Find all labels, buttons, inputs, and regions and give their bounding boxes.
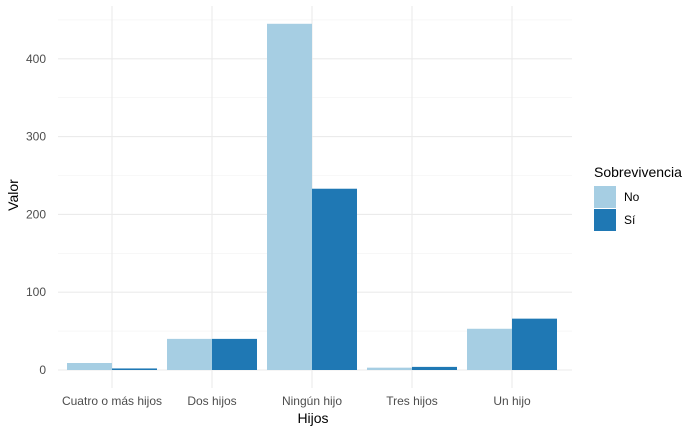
x-tick-label: Dos hijos [187, 394, 236, 408]
bar [212, 338, 257, 370]
bar [267, 23, 312, 370]
x-axis-title: Hijos [297, 410, 328, 426]
x-tick-label: Cuatro o más hijos [62, 394, 162, 408]
y-axis-title: Valor [5, 179, 21, 211]
bar [67, 362, 112, 370]
bar [167, 338, 212, 370]
x-tick-label: Ningún hijo [282, 394, 342, 408]
legend-key [594, 209, 616, 231]
legend-label: No [624, 190, 640, 204]
y-tick-label: 300 [26, 130, 46, 144]
y-tick-label: 200 [26, 207, 46, 221]
x-tick-label: Tres hijos [386, 394, 438, 408]
bars [67, 23, 557, 370]
legend-key [594, 186, 616, 208]
bar [112, 368, 157, 370]
y-tick-label: 400 [26, 52, 46, 66]
legend-title: Sobrevivencia [594, 164, 682, 180]
x-axis-ticks: Cuatro o más hijos Dos hijos Ningún hijo Tr… [62, 394, 531, 408]
bar [512, 318, 557, 370]
bar [312, 188, 357, 370]
bar [467, 328, 512, 370]
bar [367, 367, 412, 370]
y-tick-label: 0 [39, 363, 46, 377]
x-tick-label: Un hijo [493, 394, 531, 408]
legend-label: Sí [624, 213, 636, 227]
y-tick-label: 100 [26, 285, 46, 299]
legend: Sobrevivencia No Sí [594, 164, 682, 231]
bar [412, 366, 457, 370]
y-axis-ticks: 0 100 200 300 400 [26, 52, 46, 377]
